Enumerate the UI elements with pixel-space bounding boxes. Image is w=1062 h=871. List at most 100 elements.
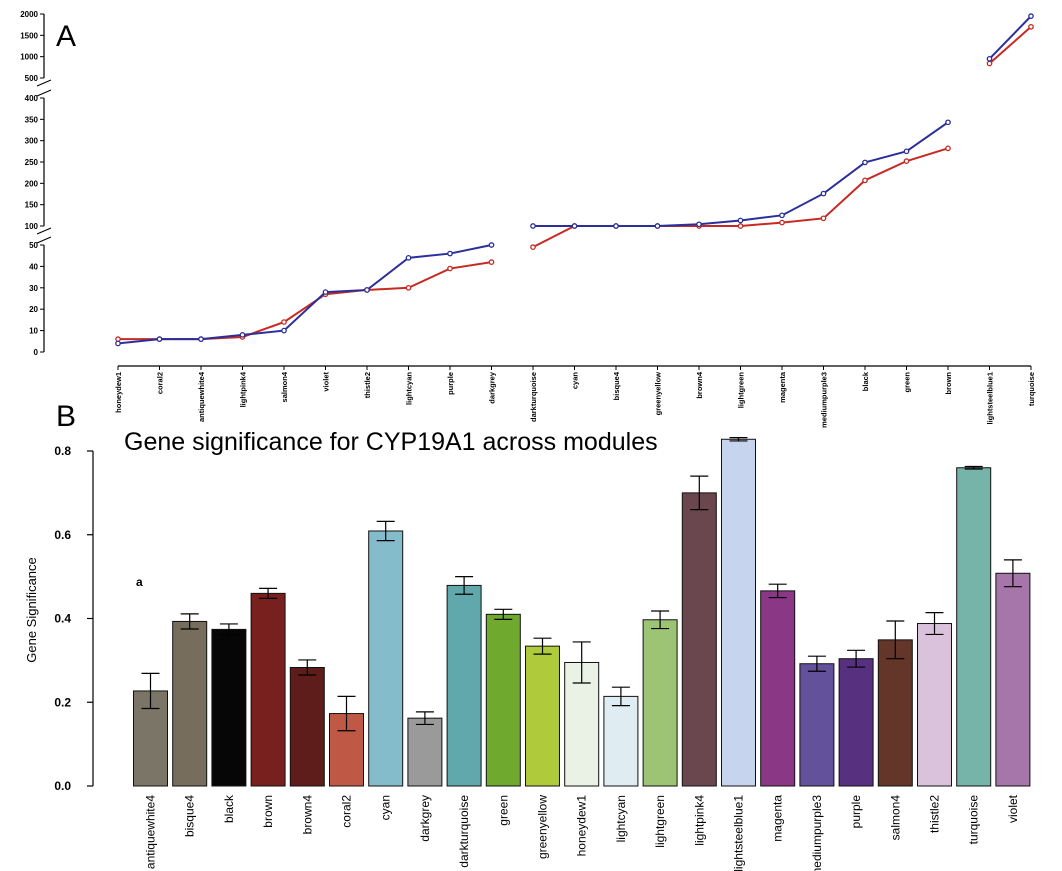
bar-darkturquoise (446, 584, 482, 787)
error-bar (337, 695, 356, 732)
x-tick-label: darkgrey (418, 795, 432, 842)
data-point (530, 223, 536, 229)
x-tick-label: lightsteelblue1 (986, 372, 995, 425)
gene-significance-bar-chart: Gene significance for CYP19A1 across mod… (24, 428, 1031, 871)
bar-greenyellow (525, 645, 560, 787)
series-line (988, 15, 1032, 60)
error-bar (141, 672, 160, 710)
data-point (571, 223, 578, 229)
x-tick-label: lightpink4 (239, 371, 248, 407)
x-tick-label: brown4 (300, 795, 314, 835)
x-tick-label: greenyellow (654, 372, 663, 416)
error-bar (572, 641, 591, 684)
x-tick-label: coral2 (340, 795, 354, 828)
y-tick-label: 40 (29, 262, 38, 271)
data-point (903, 148, 910, 155)
data-point (1028, 23, 1034, 30)
module-size-line-chart: 0 10 20 30 40 50 100 150 200 250 300 350 400 500 1000 1… (20, 10, 1036, 428)
bar-brown (250, 592, 286, 787)
x-tick-label: thistle2 (928, 795, 942, 833)
data-point (862, 177, 868, 184)
x-tick-label: antiquewhite4 (197, 371, 206, 422)
data-point (986, 55, 993, 62)
data-point (696, 221, 702, 228)
x-tick-label: purple (446, 372, 455, 395)
x-tick-label: turquoise (967, 795, 981, 845)
error-bar (180, 613, 199, 630)
x-tick-label: turquoise (1027, 372, 1036, 406)
data-point (447, 265, 453, 272)
bar-lightgreen (642, 619, 678, 787)
series-line (117, 244, 492, 345)
break-mark (36, 236, 52, 244)
x-tick-label: brown4 (695, 371, 704, 398)
x-tick-label: green (496, 795, 510, 826)
x-tick-label: salmon4 (280, 371, 289, 402)
break-mark (36, 89, 52, 97)
error-bar (1003, 559, 1022, 588)
x-tick-label: cyan (379, 795, 393, 820)
data-point (779, 219, 785, 226)
data-point (613, 223, 619, 229)
x-tick-label: violet (1006, 794, 1020, 823)
y-tick-label: 200 (25, 179, 39, 188)
y-axis-label: Gene Significance (24, 557, 39, 663)
x-tick-label: brown (261, 795, 275, 828)
data-point (945, 145, 951, 152)
y-tick-label: 1000 (20, 53, 38, 62)
x-tick-label: bisque4 (183, 795, 197, 837)
bar-cyan (368, 530, 404, 787)
x-tick-label: black (861, 371, 870, 391)
data-point (447, 250, 453, 257)
bar-violet (995, 572, 1031, 787)
x-tick-label: lightpink4 (692, 795, 706, 846)
x-tick-label: darkgrey (488, 371, 497, 404)
error-bar (690, 475, 709, 511)
x-tick-label: lightgreen (653, 795, 667, 848)
bar-salmon4 (877, 639, 913, 787)
error-bar (219, 623, 238, 636)
data-point (737, 223, 744, 229)
x-tick-label: magenta (771, 795, 785, 842)
data-point (488, 259, 495, 265)
error-bar (925, 612, 944, 636)
y-tick-label: 350 (25, 115, 39, 124)
error-bar (964, 465, 983, 470)
data-point (281, 319, 287, 325)
bar-black (211, 628, 247, 787)
data-point (820, 215, 827, 222)
x-tick-label: antiquewhite4 (144, 795, 158, 869)
data-point (405, 254, 412, 261)
data-point (364, 287, 370, 293)
x-tick-label: greenyellow (536, 795, 550, 859)
error-bar (415, 711, 434, 726)
error-bar (533, 637, 552, 655)
y-tick-label: 400 (25, 94, 39, 103)
data-point (281, 327, 287, 334)
bar-bisque4 (172, 620, 208, 787)
bar-thistle2 (917, 623, 952, 787)
y-tick-label: 50 (29, 241, 38, 250)
x-tick-label: brown (944, 372, 953, 395)
panel-b-label: B (56, 400, 76, 433)
y-tick-label: 300 (25, 137, 39, 146)
annotation-a: a (136, 575, 143, 589)
axis-break-2 (36, 79, 52, 97)
x-tick-label: magenta (778, 371, 787, 403)
data-point (986, 60, 993, 67)
series-1 (115, 13, 1034, 347)
error-bar (729, 437, 748, 442)
break-mark (36, 227, 52, 235)
x-tick-label: darkturquoise (457, 795, 471, 868)
panel-a-label: A (56, 20, 76, 53)
bar-lightcyan (603, 695, 639, 787)
y-tick-label: 0 (34, 348, 39, 357)
x-tick-label: coral2 (156, 372, 165, 394)
x-tick-label: darkturquoise (529, 372, 538, 422)
y-tick-label: 2000 (20, 10, 38, 19)
error-bar (259, 587, 278, 600)
series-line (118, 261, 492, 341)
series-line (988, 26, 1032, 65)
data-point (945, 119, 951, 126)
